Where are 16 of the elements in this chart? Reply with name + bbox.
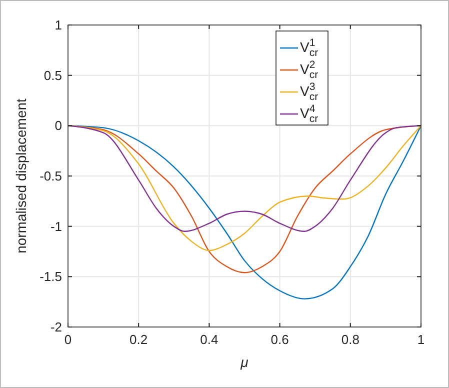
x-tick-label: 1 — [417, 332, 425, 347]
y-tick-label: -1.5 — [40, 269, 62, 284]
x-tick-label: 0 — [64, 332, 72, 347]
y-tick-label: 0.5 — [44, 68, 62, 83]
y-tick-label: 1 — [54, 18, 62, 32]
x-tick-label: 0.6 — [270, 332, 289, 347]
x-tick-label: 0.2 — [130, 332, 148, 347]
y-tick-label: 0 — [54, 118, 62, 134]
y-tick-label: -1 — [50, 218, 62, 234]
line-series — [67, 125, 422, 232]
y-axis-title: normalised displacement — [13, 98, 29, 254]
x-tick-label: 0.4 — [200, 332, 218, 347]
x-tick-label: 0.8 — [341, 332, 360, 347]
x-axis-title: μ — [240, 354, 249, 370]
y-tick-label: -2 — [50, 320, 62, 334]
y-tick-label: -0.5 — [40, 168, 62, 184]
